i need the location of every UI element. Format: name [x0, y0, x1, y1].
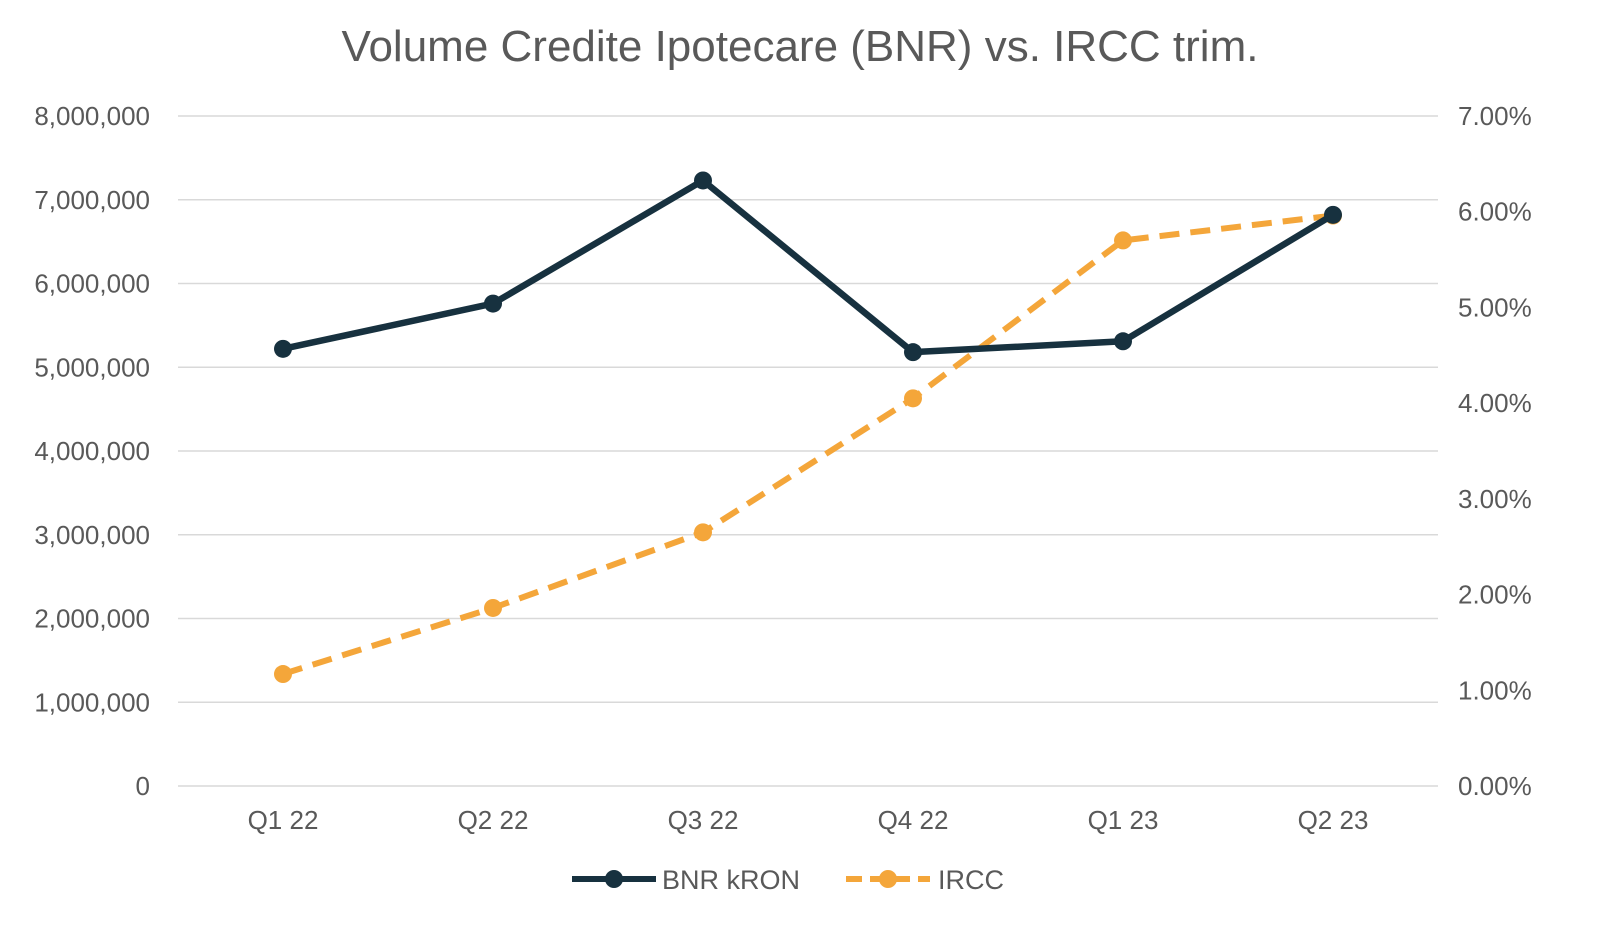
data-point-bnr-kron	[1324, 205, 1342, 224]
chart-title: Volume Credite Ipotecare (BNR) vs. IRCC …	[341, 22, 1259, 71]
data-point-ircc	[694, 523, 712, 542]
x-tick-label: Q2 23	[1298, 805, 1369, 835]
data-point-ircc	[274, 665, 292, 684]
data-point-bnr-kron	[904, 343, 922, 362]
y-right-tick-label: 2.00%	[1458, 580, 1532, 610]
data-point-ircc	[484, 598, 502, 617]
y-right-tick-label: 6.00%	[1458, 197, 1532, 227]
y-right-tick-label: 3.00%	[1458, 484, 1532, 514]
y-right-tick-label: 4.00%	[1458, 388, 1532, 418]
legend-label-bnr-kron: BNR kRON	[662, 865, 800, 895]
y-left-tick-label: 3,000,000	[34, 520, 150, 550]
data-point-bnr-kron	[1114, 332, 1132, 351]
y-right-tick-label: 0.00%	[1458, 771, 1532, 801]
data-point-ircc	[1114, 231, 1132, 250]
series-line-ircc	[282, 212, 1334, 677]
y-left-tick-label: 7,000,000	[34, 185, 150, 215]
y-left-tick-label: 2,000,000	[34, 604, 150, 634]
data-point-bnr-kron	[694, 171, 712, 190]
legend-marker-ircc	[879, 870, 897, 888]
legend-marker-bnr-kron	[605, 870, 623, 888]
data-point-bnr-kron	[484, 294, 502, 313]
y-right-tick-label: 5.00%	[1458, 292, 1532, 322]
y-left-tick-label: 5,000,000	[34, 352, 150, 382]
y-left-tick-label: 8,000,000	[34, 101, 150, 131]
x-tick-label: Q1 22	[248, 805, 319, 835]
x-tick-label: Q4 22	[878, 805, 949, 835]
y-right-tick-label: 1.00%	[1458, 675, 1532, 705]
left-axis: 0 1,000,000 2,000,000 3,000,000 4,000,000 5,0…	[34, 101, 150, 801]
x-tick-label: Q1 23	[1088, 805, 1159, 835]
data-point-ircc	[904, 389, 922, 408]
y-left-tick-label: 4,000,000	[34, 436, 150, 466]
y-left-tick-label: 6,000,000	[34, 269, 150, 299]
grid-layer	[178, 115, 1438, 787]
x-tick-label: Q3 22	[668, 805, 739, 835]
series-line-bnr-kron	[279, 177, 1337, 356]
right-axis: 0.00% 1.00% 2.00% 3.00% 4.00% 5.00% 6.00% 7.00%	[1458, 101, 1532, 801]
data-point-bnr-kron	[274, 339, 292, 358]
y-left-tick-label: 0	[136, 771, 150, 801]
legend-label-ircc: IRCC	[938, 865, 1004, 895]
legend: BNR kRON IRCC	[572, 865, 1004, 895]
x-axis: Q1 22 Q2 22 Q3 22 Q4 22 Q1 23 Q2 23	[248, 805, 1369, 835]
series-layer	[274, 171, 1342, 684]
x-tick-label: Q2 22	[458, 805, 529, 835]
y-right-tick-label: 7.00%	[1458, 101, 1532, 131]
y-left-tick-label: 1,000,000	[34, 687, 150, 717]
